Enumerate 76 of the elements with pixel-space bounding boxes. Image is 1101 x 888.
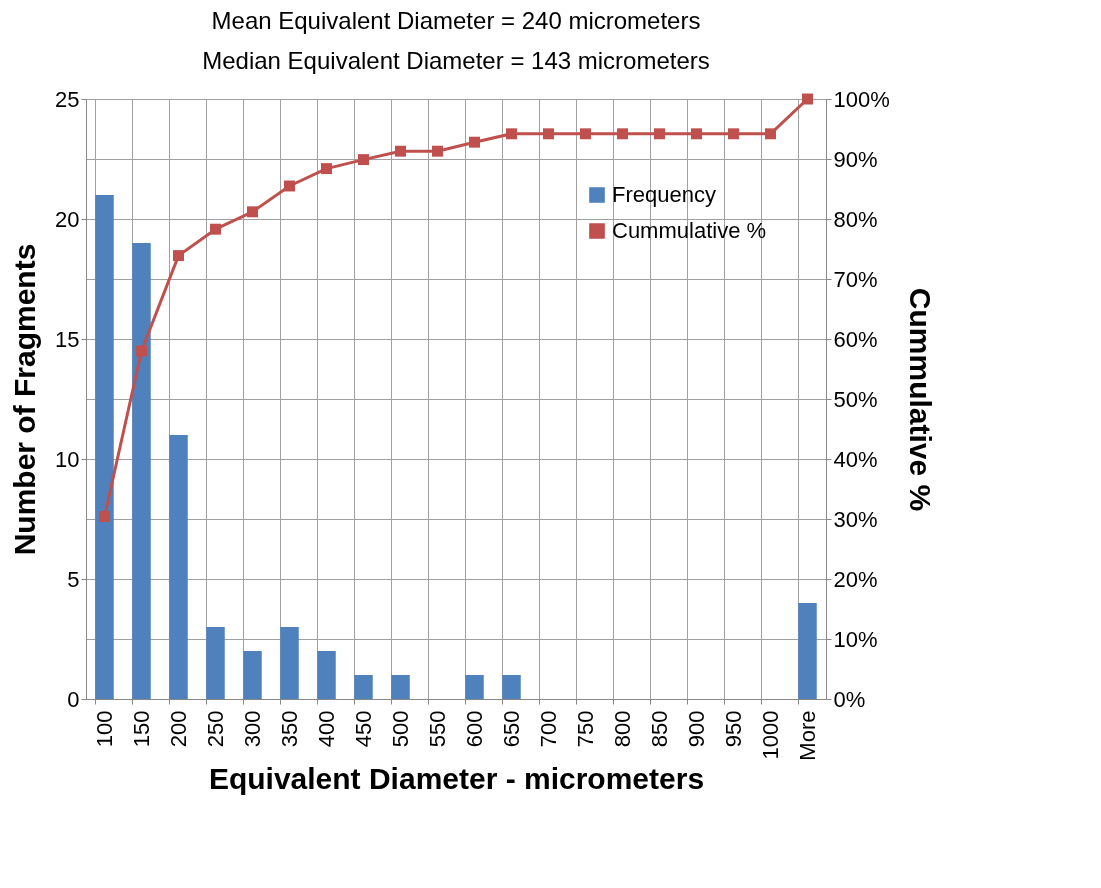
bar [280,627,299,699]
bar [465,675,484,699]
y-tick-label: 20 [55,206,80,232]
x-tick-label: 650 [498,710,524,748]
point [247,206,258,218]
x-tick-label: 700 [535,710,561,748]
bar [132,243,151,699]
text: Median Equivalent Diameter = 143 micrometers [202,47,710,74]
x-tick-label: 550 [424,710,450,748]
legend-label: Cummulative % [612,218,767,243]
point [136,345,147,357]
point [469,136,480,148]
x-tick-label: 100 [91,710,117,748]
x-tick-label: 200 [165,710,191,748]
bar [502,675,521,699]
y2-tick-label: 80% [833,206,878,232]
x-tick-label: 1000 [757,710,783,760]
y-tick-label: 5 [67,566,80,592]
bar [354,675,373,699]
y2-tick-label: 30% [833,506,878,532]
x-tick-label: 250 [202,710,228,748]
point [765,128,776,140]
point [395,145,406,157]
y2-tick-label: 20% [833,566,878,592]
x-axis-title: Equivalent Diameter - micrometers [208,761,705,795]
y2-tick-label: 100% [833,86,890,112]
y-tick-label: 0 [67,686,80,712]
x-tick-label: 800 [609,710,635,748]
x-tick-label: 750 [572,710,598,748]
y2-tick-label: 70% [833,266,878,292]
point [580,128,591,140]
y2-axis-title: Cummulative % [903,287,937,512]
point [210,223,221,235]
point [99,511,110,523]
x-tick-label: 400 [313,710,339,748]
y2-tick-label: 60% [833,326,878,352]
point [617,128,628,140]
point [728,128,739,140]
bar [798,603,817,699]
x-tick-label: 350 [276,710,302,748]
point [543,128,554,140]
point [654,128,665,140]
x-tick-label: More [794,710,820,761]
x-tick-label: 600 [461,710,487,748]
x-tick-label: 300 [239,710,265,748]
x-tick-label: 450 [350,710,376,748]
point [691,128,702,140]
y-tick-label: 10 [55,446,80,472]
y2-tick-label: 10% [833,626,878,652]
y2-tick-label: 0% [833,686,866,712]
x-tick-label: 850 [646,710,672,748]
point [321,163,332,175]
point [432,145,443,157]
point [358,154,369,166]
bar [317,651,336,699]
point [506,128,517,140]
text: Mean Equivalent Diameter = 240 micrometers [211,7,701,34]
x-tick-label: 950 [720,710,746,748]
x-tick-label: 150 [128,710,154,748]
bar [206,627,225,699]
point [173,250,184,262]
bar [391,675,410,699]
point [284,180,295,192]
y2-tick-label: 50% [833,386,878,412]
x-tick-label: 500 [387,710,413,748]
y2-tick-label: 40% [833,446,878,472]
legend-label: Frequency [612,182,716,207]
x-tick-label: 900 [683,710,709,748]
y-tick-label: 15 [55,326,80,352]
bar [243,651,262,699]
bar [95,195,114,699]
y2-tick-label: 90% [833,146,878,172]
y-tick-label: 25 [55,86,80,112]
bar [169,435,188,699]
point [802,93,813,105]
y-axis-title: Number of Fragments [8,243,42,556]
